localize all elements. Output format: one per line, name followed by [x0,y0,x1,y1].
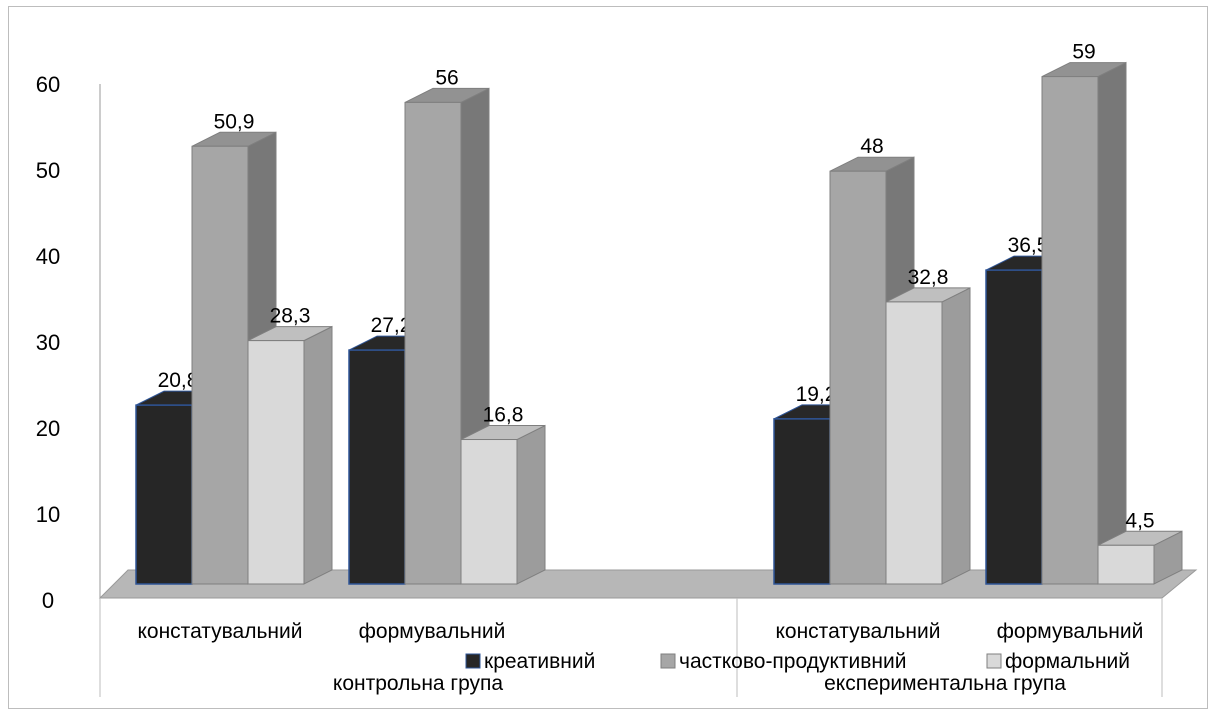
bar [136,405,192,584]
bar-side [304,327,332,584]
data-label: 4,5 [1125,509,1154,532]
bar [461,440,517,584]
y-tick-label: 10 [36,502,60,527]
bar [349,350,405,584]
legend-label: частково-продуктивний [679,650,906,673]
data-label: 28,3 [270,305,311,328]
y-tick-label: 50 [36,158,60,183]
data-label: 50,9 [214,110,255,133]
bar-side [517,426,545,584]
bar [192,146,248,584]
data-label: 16,8 [483,404,524,427]
bar [405,102,461,584]
bar-side [1098,63,1126,584]
bar [248,341,304,584]
data-label: 56 [435,66,458,89]
y-tick-label: 60 [36,72,60,97]
legend-label: формальний [1005,650,1130,673]
data-label: 48 [860,135,883,158]
bar [830,171,886,584]
bar [774,419,830,584]
bar [1098,545,1154,584]
y-tick-label: 20 [36,416,60,441]
bar [1042,77,1098,584]
y-tick-label: 0 [42,588,54,613]
y-tick-label: 30 [36,330,60,355]
bar-side [942,288,970,584]
data-label: 59 [1072,41,1095,64]
group-label: контрольна група [333,672,503,695]
legend-swatch [466,654,480,668]
legend-swatch [661,654,675,668]
y-tick-label: 40 [36,244,60,269]
legend-label: креативний [484,650,595,673]
bar [886,302,942,584]
x-tick-label: констатувальний [775,620,940,643]
x-tick-label: констатувальний [137,620,302,643]
bar [986,270,1042,584]
data-label: 32,8 [908,266,949,289]
x-tick-label: формувальний [997,620,1144,643]
legend-swatch [987,654,1001,668]
group-label: експериментальна група [824,672,1066,695]
x-tick-label: формувальний [359,620,506,643]
